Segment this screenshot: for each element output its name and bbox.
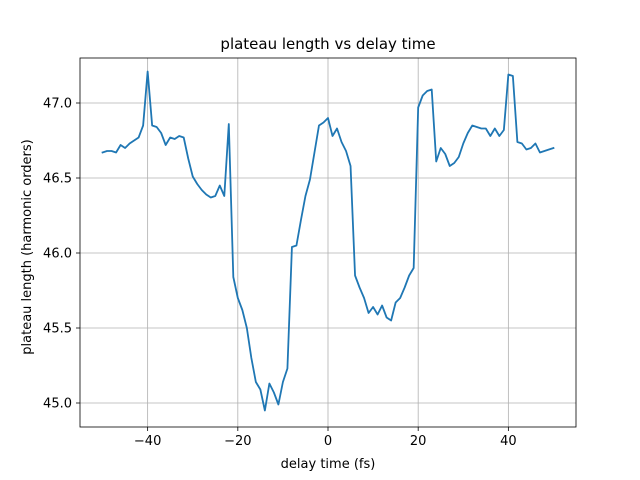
series-line-0: [101, 70, 555, 412]
y-tick-label: 45.5: [43, 322, 72, 337]
x-tick-label: −20: [224, 434, 251, 449]
chart-title: plateau length vs delay time: [220, 35, 435, 53]
y-tick-label: 46.5: [43, 172, 72, 187]
x-axis-label: delay time (fs): [281, 457, 376, 472]
y-tick-label: 47.0: [43, 97, 72, 112]
data-line-layer: [101, 70, 555, 412]
y-tick-label: 45.0: [43, 397, 72, 412]
x-axis-ticks: −40 −20 0 20 40: [134, 427, 517, 449]
y-axis-ticks: 45.0 45.5 46.0 46.5 47.0: [43, 97, 80, 412]
x-tick-label: −40: [134, 434, 161, 449]
x-tick-label: 40: [500, 434, 517, 449]
x-tick-label: 0: [324, 434, 332, 449]
y-axis-label: plateau length (harmonic orders): [20, 139, 35, 354]
x-tick-label: 20: [410, 434, 427, 449]
y-tick-label: 46.0: [43, 247, 72, 262]
